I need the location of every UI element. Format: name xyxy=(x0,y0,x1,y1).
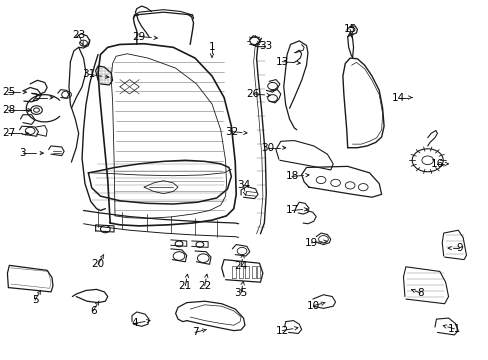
Text: 25: 25 xyxy=(2,87,15,97)
Text: 15: 15 xyxy=(343,24,356,35)
Text: 14: 14 xyxy=(391,93,405,103)
Text: 12: 12 xyxy=(275,325,288,336)
Text: 1: 1 xyxy=(208,42,215,52)
Text: 2: 2 xyxy=(32,93,38,103)
Text: 4: 4 xyxy=(131,319,138,328)
Text: 19: 19 xyxy=(304,238,317,248)
Text: 3: 3 xyxy=(20,148,26,158)
Text: 9: 9 xyxy=(455,243,462,253)
Text: 31: 31 xyxy=(81,69,95,79)
Text: 20: 20 xyxy=(91,259,104,269)
Text: 7: 7 xyxy=(191,327,198,337)
Text: 27: 27 xyxy=(2,129,15,138)
Text: 16: 16 xyxy=(430,159,443,169)
Text: 18: 18 xyxy=(285,171,298,181)
Text: 17: 17 xyxy=(285,206,298,216)
Text: 6: 6 xyxy=(90,306,96,316)
Text: 26: 26 xyxy=(246,89,259,99)
Text: 5: 5 xyxy=(32,295,38,305)
Text: 24: 24 xyxy=(234,261,247,271)
Text: 10: 10 xyxy=(306,301,320,311)
Text: 28: 28 xyxy=(2,105,15,115)
Text: 21: 21 xyxy=(178,281,192,291)
Text: 33: 33 xyxy=(258,41,271,50)
Text: 35: 35 xyxy=(234,288,247,298)
Text: 11: 11 xyxy=(447,324,460,334)
Text: 32: 32 xyxy=(224,127,238,136)
Text: 34: 34 xyxy=(236,180,249,190)
Text: 30: 30 xyxy=(261,143,274,153)
Text: 22: 22 xyxy=(198,281,211,291)
Text: 29: 29 xyxy=(132,32,145,41)
Text: 13: 13 xyxy=(275,57,288,67)
Text: 8: 8 xyxy=(416,288,423,298)
Text: 23: 23 xyxy=(72,30,85,40)
